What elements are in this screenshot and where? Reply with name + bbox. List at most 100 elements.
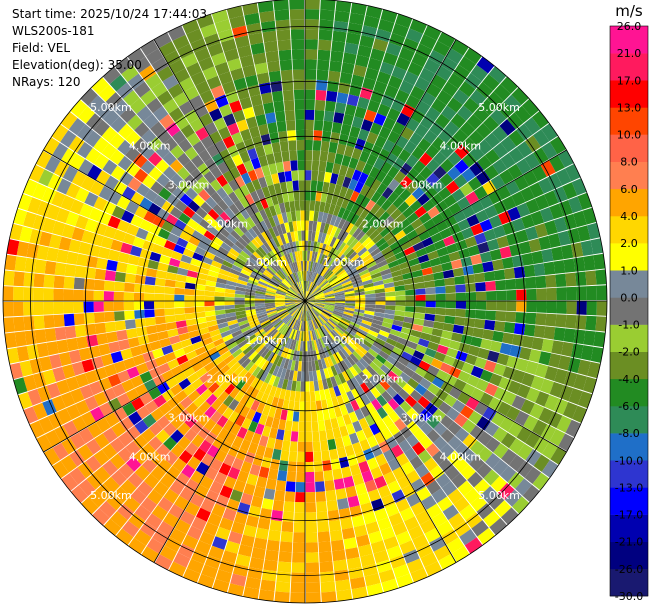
range-gate-cell	[489, 517, 508, 536]
range-gate-cell	[436, 344, 449, 355]
range-gate-cell	[81, 359, 95, 373]
range-gate-cell	[224, 255, 236, 265]
range-gate-cell	[71, 361, 85, 376]
range-gate-cell	[470, 64, 488, 82]
range-gate-cell	[334, 252, 343, 262]
range-gate-cell	[201, 564, 218, 579]
range-gate-cell	[204, 285, 216, 292]
range-gate-cell	[276, 224, 283, 236]
range-gate-cell	[320, 232, 327, 244]
range-gate-cell	[422, 389, 436, 402]
range-gate-cell	[398, 47, 415, 62]
range-gate-cell	[348, 157, 359, 170]
range-gate-cell	[419, 260, 432, 270]
range-gate-cell	[93, 196, 108, 211]
range-gate-cell	[305, 582, 321, 593]
range-gate-cell	[343, 288, 355, 293]
range-gate-cell	[463, 97, 480, 114]
range-gate-cell	[343, 309, 355, 314]
range-gate-cell	[514, 410, 530, 427]
range-gate-cell	[276, 366, 284, 378]
range-gate-cell	[257, 246, 267, 257]
range-gate-cell	[273, 332, 282, 342]
range-gate-cell	[314, 471, 324, 482]
range-gate-cell	[454, 275, 466, 285]
range-gate-cell	[315, 349, 321, 360]
range-gate-cell	[340, 360, 349, 371]
range-gate-cell	[325, 100, 336, 112]
range-gate-cell	[220, 350, 232, 361]
range-gate-cell	[380, 268, 392, 276]
range-gate-cell	[342, 283, 353, 289]
range-gate-cell	[99, 500, 117, 518]
range-gate-cell	[219, 211, 231, 223]
range-gate-cell	[425, 294, 436, 301]
range-gate-cell	[195, 540, 212, 555]
range-gate-cell	[425, 83, 442, 98]
range-gate-cell	[176, 237, 189, 248]
range-gate-cell	[197, 426, 211, 440]
range-gate-cell	[392, 274, 404, 282]
range-gate-cell	[151, 243, 164, 255]
range-gate-cell	[200, 498, 215, 513]
range-gate-cell	[410, 85, 426, 101]
range-gate-cell	[338, 273, 349, 281]
range-gate-cell	[315, 491, 326, 502]
range-gate-cell	[415, 294, 426, 301]
range-gate-cell	[33, 273, 45, 288]
range-gate-cell	[335, 296, 346, 300]
range-gate-cell	[287, 359, 293, 370]
range-gate-cell	[320, 191, 328, 203]
range-gate-cell	[488, 190, 502, 205]
range-gate-cell	[336, 195, 345, 207]
range-gate-cell	[293, 89, 305, 100]
range-gate-cell	[237, 223, 248, 234]
range-gate-cell	[285, 302, 296, 306]
range-gate-cell	[315, 99, 326, 111]
range-gate-cell	[320, 243, 327, 254]
range-gate-cell	[310, 180, 318, 191]
range-gate-cell	[281, 521, 294, 533]
range-gate-cell	[505, 311, 517, 323]
range-gate-cell	[254, 295, 265, 299]
colorbar-tick-label: -10.0	[615, 454, 643, 467]
range-gate-cell	[365, 293, 376, 298]
range-gate-cell	[250, 42, 265, 55]
range-gate-cell	[375, 292, 386, 298]
range-gate-cell	[293, 190, 300, 201]
range-gate-cell	[171, 341, 183, 352]
range-gate-cell	[229, 15, 246, 29]
range-gate-cell	[284, 389, 291, 401]
range-gate-cell	[297, 293, 305, 301]
range-gate-cell	[399, 332, 411, 341]
range-gate-cell	[234, 293, 245, 298]
range-gate-cell	[325, 489, 337, 502]
range-gate-cell	[131, 397, 145, 411]
range-gate-cell	[325, 213, 333, 225]
range-gate-cell	[556, 301, 567, 314]
range-gate-cell	[477, 139, 493, 155]
range-gate-cell	[288, 140, 297, 151]
range-gate-cell	[180, 338, 193, 348]
range-gate-cell	[93, 290, 104, 301]
range-gate-cell	[290, 160, 298, 171]
range-gate-cell	[351, 74, 365, 87]
range-gate-cell	[239, 184, 250, 197]
range-gate-cell	[101, 143, 117, 159]
range-gate-cell	[231, 244, 243, 254]
range-gate-cell	[162, 151, 177, 166]
range-gate-cell	[209, 480, 224, 495]
range-gate-cell	[531, 250, 544, 265]
range-gate-cell	[234, 297, 245, 301]
range-gate-cell	[474, 479, 491, 495]
range-gate-cell	[271, 142, 281, 154]
range-gate-cell	[350, 339, 360, 348]
range-gate-cell	[435, 286, 446, 294]
range-gate-cell	[228, 272, 240, 280]
range-gate-cell	[397, 388, 410, 401]
range-gate-cell	[93, 153, 110, 170]
range-gate-cell	[269, 263, 278, 273]
colorbar-tick-label: 13.0	[617, 101, 642, 114]
range-gate-cell	[29, 420, 45, 439]
range-gate-cell	[154, 316, 166, 325]
